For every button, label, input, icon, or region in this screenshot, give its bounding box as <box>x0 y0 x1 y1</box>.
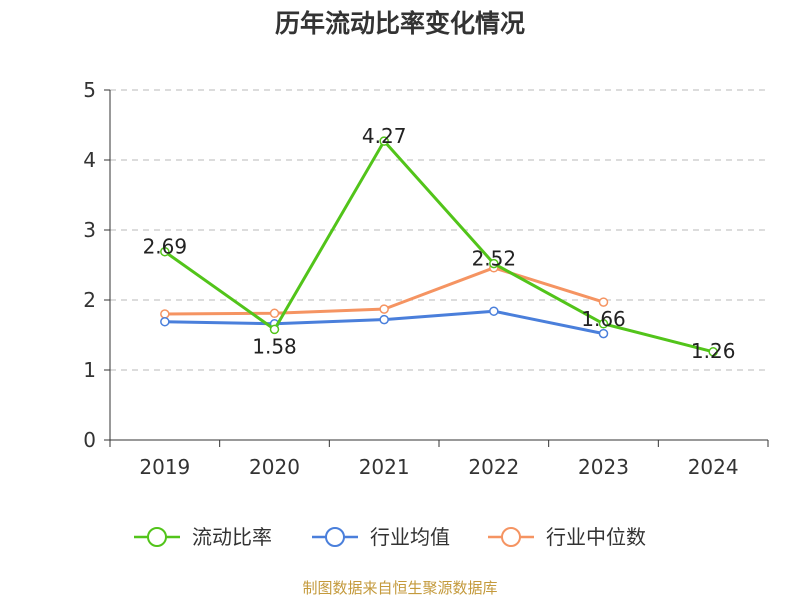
x-tick-label: 2022 <box>468 455 519 479</box>
data-point <box>379 304 389 314</box>
data-point <box>160 246 170 257</box>
data-point <box>160 316 170 327</box>
data-label: 1.58 <box>252 334 297 358</box>
data-point <box>489 258 499 269</box>
data-label: 4.27 <box>362 124 407 148</box>
y-tick-label: 1 <box>83 358 96 382</box>
data-point <box>379 136 389 146</box>
legend-item: 行业中位数 <box>488 525 646 549</box>
legend-marker <box>501 527 521 547</box>
data-label: 1.26 <box>691 339 736 363</box>
data-point <box>160 309 170 319</box>
series-line <box>163 139 714 354</box>
data-label: 1.66 <box>581 307 626 331</box>
chart-title: 历年流动比率变化情况 <box>275 9 525 38</box>
x-tick-label: 2020 <box>249 455 300 479</box>
legend: 流动比率 行业均值 行业中位数 <box>134 525 646 549</box>
legend-marker <box>325 527 345 547</box>
data-point <box>598 319 609 329</box>
y-tick-label: 2 <box>83 288 96 312</box>
series-2 <box>160 263 609 319</box>
source-note: 制图数据来自恒生聚源数据库 <box>302 579 497 597</box>
data-point <box>379 314 389 325</box>
x-tick-label: 2021 <box>359 455 410 479</box>
data-point <box>489 306 499 316</box>
legend-item: 行业均值 <box>312 525 450 549</box>
series-0 <box>160 136 718 357</box>
data-label: 2.52 <box>472 247 517 271</box>
data-point <box>598 297 609 307</box>
grid-lines <box>110 89 768 371</box>
data-labels: 2.69 1.58 4.27 2.52 1.66 1.26 <box>143 124 736 363</box>
y-tick-label: 4 <box>83 148 96 172</box>
x-tick-label: 2023 <box>578 455 629 479</box>
x-tick-label: 2024 <box>688 455 739 479</box>
axes: 0 1 2 3 4 5 2019 2020 2021 2022 2023 2024 <box>83 78 769 479</box>
data-label: 2.69 <box>143 235 188 259</box>
legend-label: 行业均值 <box>370 525 450 549</box>
legend-label: 流动比率 <box>192 525 272 549</box>
legend-item: 流动比率 <box>134 525 272 549</box>
data-point <box>708 347 718 357</box>
y-tick-label: 0 <box>83 428 96 452</box>
y-tick-label: 5 <box>83 78 96 102</box>
y-tick-label: 3 <box>83 218 96 242</box>
series-lines <box>160 136 718 357</box>
legend-label: 行业中位数 <box>546 525 646 549</box>
legend-marker <box>147 527 167 547</box>
data-point <box>269 308 280 319</box>
data-point <box>598 328 609 339</box>
x-tick-label: 2019 <box>139 455 190 479</box>
data-point <box>269 324 280 335</box>
